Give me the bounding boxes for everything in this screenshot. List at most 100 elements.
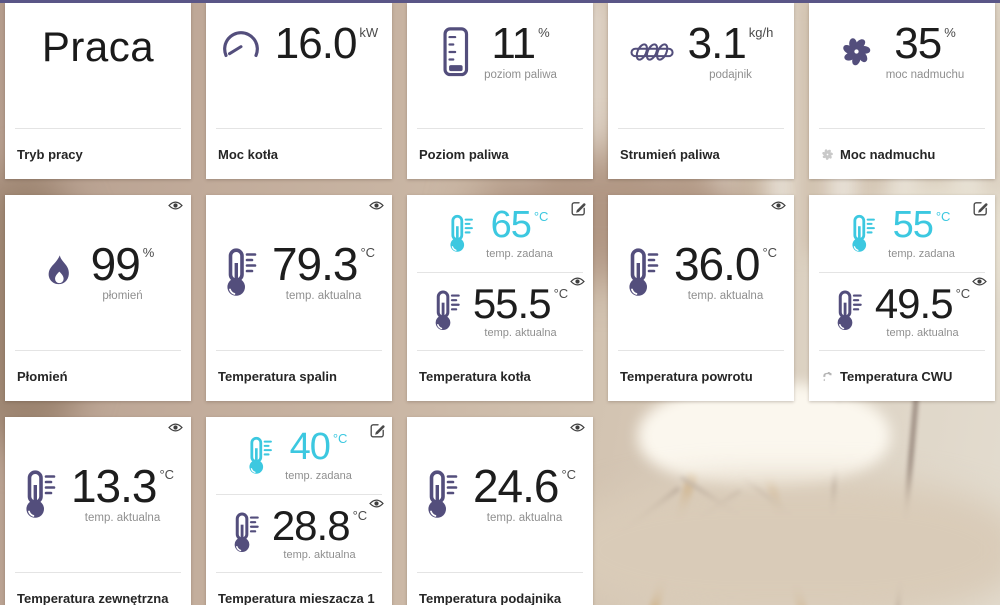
eye-icon bbox=[570, 277, 585, 286]
divider bbox=[417, 272, 583, 273]
edit-icon bbox=[370, 422, 386, 438]
tile-temperatura-spalin[interactable]: 79.3 °C temp. aktualna Temperatura spalin bbox=[206, 195, 392, 401]
value-caption: temp. aktualna bbox=[283, 549, 356, 562]
value-caption: temp. aktualna bbox=[84, 512, 161, 525]
value-caption: poziom paliwa bbox=[484, 68, 557, 81]
visibility-toggle[interactable] bbox=[771, 201, 786, 210]
unit: °C bbox=[935, 209, 951, 225]
boiler-set-temp: 65 bbox=[490, 204, 532, 247]
visibility-toggle[interactable] bbox=[570, 277, 585, 286]
visibility-toggle[interactable] bbox=[168, 423, 183, 432]
blow-power-value: 35 bbox=[894, 19, 942, 68]
work-mode-value: Praca bbox=[41, 23, 155, 70]
tile-title: Tryb pracy bbox=[17, 146, 83, 162]
value-caption: temp. aktualna bbox=[285, 290, 362, 303]
unit: kW bbox=[359, 25, 379, 40]
tile-temperatura-podajnika[interactable]: 24.6 °C temp. aktualna Temperatura podajn… bbox=[407, 417, 593, 605]
value-caption: temp. zadana bbox=[486, 247, 553, 260]
eye-icon bbox=[168, 423, 183, 432]
eye-icon bbox=[771, 201, 786, 210]
return-temp-value: 36.0 bbox=[673, 237, 761, 290]
eye-icon bbox=[168, 201, 183, 210]
fuel-flow-value: 3.1 bbox=[687, 19, 747, 68]
value-caption: temp. aktualna bbox=[886, 327, 959, 340]
tile-temperatura-kotla[interactable]: 65 °C temp. zadana 55.5 °C temp. aktualna … bbox=[407, 195, 593, 401]
mixer-set-temp: 40 bbox=[289, 426, 331, 469]
thermometer-icon bbox=[432, 289, 462, 333]
tile-title: Temperatura kotła bbox=[419, 368, 531, 384]
unit: °C bbox=[762, 244, 778, 260]
tile-title: Temperatura CWU bbox=[840, 368, 953, 384]
thermometer-icon bbox=[246, 434, 274, 478]
auger-icon bbox=[629, 40, 675, 64]
divider bbox=[417, 572, 583, 573]
tile-title: Moc nadmuchu bbox=[840, 146, 936, 162]
edit-setpoint-button[interactable] bbox=[571, 200, 587, 216]
unit: °C bbox=[352, 507, 368, 523]
visibility-toggle[interactable] bbox=[168, 201, 183, 210]
edit-setpoint-button[interactable] bbox=[973, 200, 989, 216]
outdoor-temp-value: 13.3 bbox=[70, 459, 158, 512]
tile-temperatura-cwu[interactable]: 55 °C temp. zadana 49.5 °C temp. aktualna bbox=[809, 195, 995, 401]
value-caption: temp. zadana bbox=[285, 469, 352, 482]
tile-title: Temperatura zewnętrzna bbox=[17, 590, 169, 605]
visibility-toggle[interactable] bbox=[369, 499, 384, 508]
visibility-toggle[interactable] bbox=[369, 201, 384, 210]
unit: % bbox=[538, 25, 550, 40]
tile-temperatura-powrotu[interactable]: 36.0 °C temp. aktualna Temperatura powrot… bbox=[608, 195, 794, 401]
unit: °C bbox=[561, 466, 577, 482]
flue-temp-value: 79.3 bbox=[271, 237, 359, 290]
fuel-level-value: 11 bbox=[491, 19, 536, 68]
thermometer-icon bbox=[849, 212, 877, 256]
tile-title: Moc kotła bbox=[218, 146, 278, 162]
thermometer-icon bbox=[447, 212, 475, 256]
tile-tryb-pracy[interactable]: Praca Tryb pracy bbox=[5, 3, 191, 179]
tile-moc-nadmuchu[interactable]: 35% moc nadmuchu Moc nadmuchu bbox=[809, 3, 995, 179]
tile-temperatura-mieszacza-1[interactable]: 40 °C temp. zadana 28.8 °C temp. aktualna … bbox=[206, 417, 392, 605]
edit-icon bbox=[973, 200, 989, 216]
unit: °C bbox=[360, 244, 376, 260]
divider bbox=[417, 350, 583, 351]
tile-strumien-paliwa[interactable]: 3.1 kg/h podajnik Strumień paliwa bbox=[608, 3, 794, 179]
tile-title: Temperatura mieszacza 1 bbox=[218, 590, 375, 605]
visibility-toggle[interactable] bbox=[570, 423, 585, 432]
divider bbox=[819, 272, 985, 273]
thermometer-icon bbox=[625, 248, 661, 298]
value-caption: płomień bbox=[102, 290, 143, 303]
divider bbox=[216, 350, 382, 351]
tile-title: Temperatura podajnika bbox=[419, 590, 562, 605]
thermometer-icon bbox=[424, 470, 460, 520]
unit: °C bbox=[159, 466, 175, 482]
eye-icon bbox=[570, 423, 585, 432]
eye-icon bbox=[972, 277, 987, 286]
value-caption: temp. aktualna bbox=[484, 327, 557, 340]
fan-icon bbox=[821, 148, 834, 161]
divider bbox=[216, 494, 382, 495]
unit: °C bbox=[955, 285, 971, 301]
boiler-actual-temp: 55.5 bbox=[472, 279, 552, 327]
boiler-power-value: 16.0 bbox=[274, 19, 358, 68]
divider bbox=[819, 128, 985, 129]
unit: kg/h bbox=[748, 25, 774, 40]
visibility-toggle[interactable] bbox=[972, 277, 987, 286]
tile-temperatura-zewnetrzna[interactable]: 13.3 °C temp. aktualna Temperatura zewnęt… bbox=[5, 417, 191, 605]
divider bbox=[216, 572, 382, 573]
tile-plomien[interactable]: 99% płomień Płomień bbox=[5, 195, 191, 401]
tile-title: Poziom paliwa bbox=[419, 146, 509, 162]
value-caption: temp. aktualna bbox=[486, 512, 563, 525]
divider bbox=[15, 572, 181, 573]
tile-poziom-paliwa[interactable]: 11% poziom paliwa Poziom paliwa bbox=[407, 3, 593, 179]
value-caption: temp. aktualna bbox=[687, 290, 764, 303]
divider bbox=[618, 350, 784, 351]
flame-icon bbox=[42, 254, 78, 292]
top-accent-bar bbox=[0, 0, 1000, 3]
unit: °C bbox=[553, 285, 569, 301]
divider bbox=[618, 128, 784, 129]
tile-title: Strumień paliwa bbox=[620, 146, 720, 162]
tile-grid: Praca Tryb pracy 16.0 kW Moc kotła bbox=[5, 3, 995, 605]
tile-title: Temperatura spalin bbox=[218, 368, 337, 384]
dhw-actual-temp: 49.5 bbox=[874, 279, 954, 327]
edit-setpoint-button[interactable] bbox=[370, 422, 386, 438]
tile-moc-kotla[interactable]: 16.0 kW Moc kotła bbox=[206, 3, 392, 179]
